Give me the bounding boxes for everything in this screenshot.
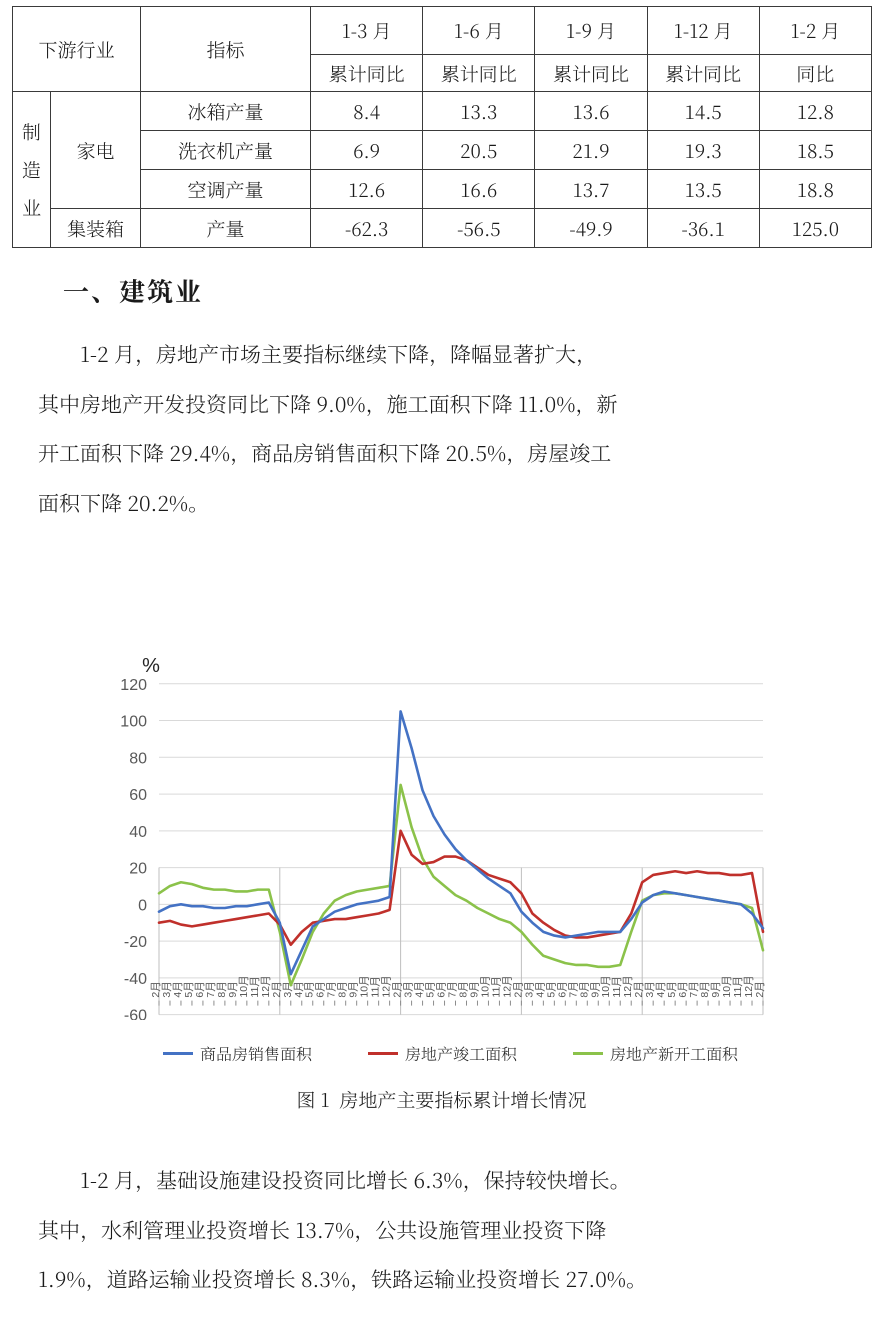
- svg-text:80: 80: [129, 750, 147, 767]
- svg-text:100: 100: [120, 714, 147, 731]
- svg-text:-60: -60: [124, 1008, 147, 1020]
- svg-text:-20: -20: [124, 934, 147, 951]
- svg-text:60: 60: [129, 787, 147, 804]
- svg-text:40: 40: [129, 824, 147, 841]
- svg-text:20: 20: [129, 861, 147, 878]
- svg-text:-40: -40: [124, 971, 147, 988]
- svg-text:2月: 2月: [754, 981, 766, 997]
- svg-text:%: %: [142, 655, 160, 677]
- svg-text:0: 0: [138, 897, 147, 914]
- svg-text:120: 120: [120, 677, 147, 694]
